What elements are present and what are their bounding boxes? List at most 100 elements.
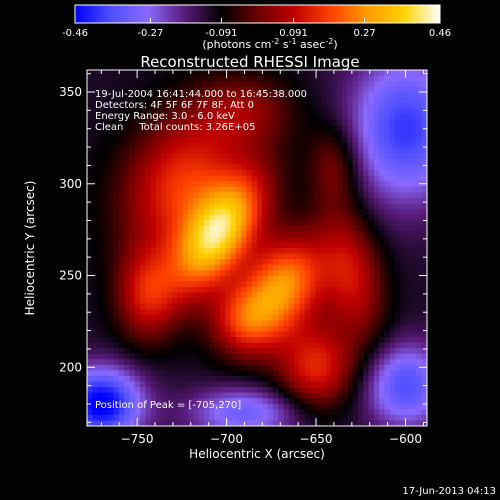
heatmap-cell: [315, 136, 322, 143]
heatmap-cell: [400, 81, 407, 88]
heatmap-cell: [225, 264, 232, 271]
heatmap-cell: [166, 375, 173, 383]
heatmap-cell: [134, 159, 141, 166]
heatmap-cell: [294, 197, 301, 205]
heatmap-cell: [405, 298, 412, 305]
heatmap-cell: [214, 164, 221, 171]
heatmap-cell: [235, 108, 242, 116]
heatmap-cell: [336, 108, 343, 116]
heatmap-cell: [219, 292, 226, 299]
heatmap-cell: [219, 136, 226, 143]
heatmap-cell: [389, 370, 396, 377]
heatmap-cell: [209, 197, 216, 205]
heatmap-cell: [113, 286, 120, 294]
heatmap-cell: [400, 320, 407, 327]
heatmap-cell: [230, 192, 237, 199]
heatmap-cell: [299, 320, 306, 327]
heatmap-cell: [267, 387, 274, 394]
heatmap-cell: [326, 353, 332, 360]
heatmap-cell: [113, 370, 120, 377]
heatmap-cell: [108, 370, 115, 377]
heatmap-cell: [267, 359, 274, 366]
heatmap-cell: [187, 409, 194, 416]
colorbar-tick-label: 0.46: [429, 28, 451, 39]
heatmap-cell: [235, 142, 242, 149]
heatmap-cell: [203, 108, 210, 116]
heatmap-cell: [241, 97, 247, 104]
heatmap-cell: [87, 298, 93, 305]
heatmap-cell: [262, 120, 269, 127]
heatmap-cell: [384, 108, 391, 116]
heatmap-cell: [379, 281, 386, 288]
heatmap-cell: [421, 398, 427, 405]
heatmap-cell: [166, 131, 173, 138]
heatmap-cell: [92, 159, 99, 166]
heatmap-cell: [357, 159, 364, 166]
heatmap-cell: [145, 286, 152, 294]
heatmap-cell: [214, 387, 221, 394]
heatmap-cell: [357, 348, 364, 355]
heatmap-cell: [172, 409, 178, 416]
heatmap-cell: [161, 381, 168, 388]
heatmap-cell: [294, 403, 301, 410]
heatmap-cell: [421, 131, 427, 138]
heatmap-cell: [150, 70, 157, 77]
heatmap-cell: [172, 359, 178, 366]
heatmap-cell: [113, 381, 120, 388]
heatmap-cell: [140, 170, 147, 177]
heatmap-cell: [172, 142, 178, 149]
heatmap-cell: [182, 97, 189, 104]
heatmap-cell: [214, 81, 221, 88]
heatmap-cell: [363, 242, 370, 249]
heatmap-cell: [389, 248, 396, 255]
heatmap-cell: [315, 392, 322, 399]
heatmap-cell: [395, 248, 402, 255]
heatmap-cell: [140, 220, 147, 227]
heatmap-cell: [108, 320, 115, 327]
heatmap-cell: [193, 281, 200, 288]
heatmap-cell: [246, 86, 253, 93]
heatmap-cell: [411, 164, 417, 171]
heatmap-cell: [368, 75, 375, 82]
heatmap-cell: [352, 370, 359, 377]
heatmap-cell: [278, 147, 285, 155]
heatmap-cell: [97, 253, 104, 260]
heatmap-cell: [182, 92, 189, 99]
heatmap-cell: [379, 398, 386, 405]
heatmap-cell: [352, 275, 359, 282]
heatmap-cell: [395, 270, 402, 277]
heatmap-cell: [134, 364, 141, 371]
heatmap-cell: [352, 403, 359, 410]
heatmap-cell: [97, 414, 104, 422]
heatmap-cell: [129, 337, 136, 344]
heatmap-cell: [235, 236, 242, 244]
heatmap-cell: [166, 303, 173, 310]
heatmap-cell: [102, 409, 109, 416]
heatmap-cell: [214, 70, 221, 77]
heatmap-cell: [156, 403, 162, 410]
heatmap-cell: [214, 170, 221, 177]
heatmap-cell: [187, 86, 194, 93]
heatmap-cell: [304, 281, 311, 288]
heatmap-cell: [97, 225, 104, 232]
heatmap-cell: [278, 108, 285, 116]
heatmap-cell: [92, 325, 99, 333]
heatmap-cell: [203, 209, 210, 216]
heatmap-cell: [304, 114, 311, 121]
heatmap-cell: [129, 342, 136, 349]
heatmap-cell: [145, 209, 152, 216]
heatmap-cell: [177, 86, 184, 93]
heatmap-cell: [379, 248, 386, 255]
heatmap-cell: [214, 209, 221, 216]
heatmap-cell: [140, 197, 147, 205]
heatmap-cell: [219, 259, 226, 266]
heatmap-cell: [294, 398, 301, 405]
heatmap-cell: [214, 414, 221, 422]
heatmap-cell: [225, 81, 232, 88]
heatmap-cell: [373, 259, 380, 266]
heatmap-cell: [219, 142, 226, 149]
heatmap-cell: [219, 414, 226, 422]
heatmap-cell: [357, 236, 364, 244]
heatmap-cell: [257, 114, 263, 121]
heatmap-cell: [262, 231, 269, 238]
